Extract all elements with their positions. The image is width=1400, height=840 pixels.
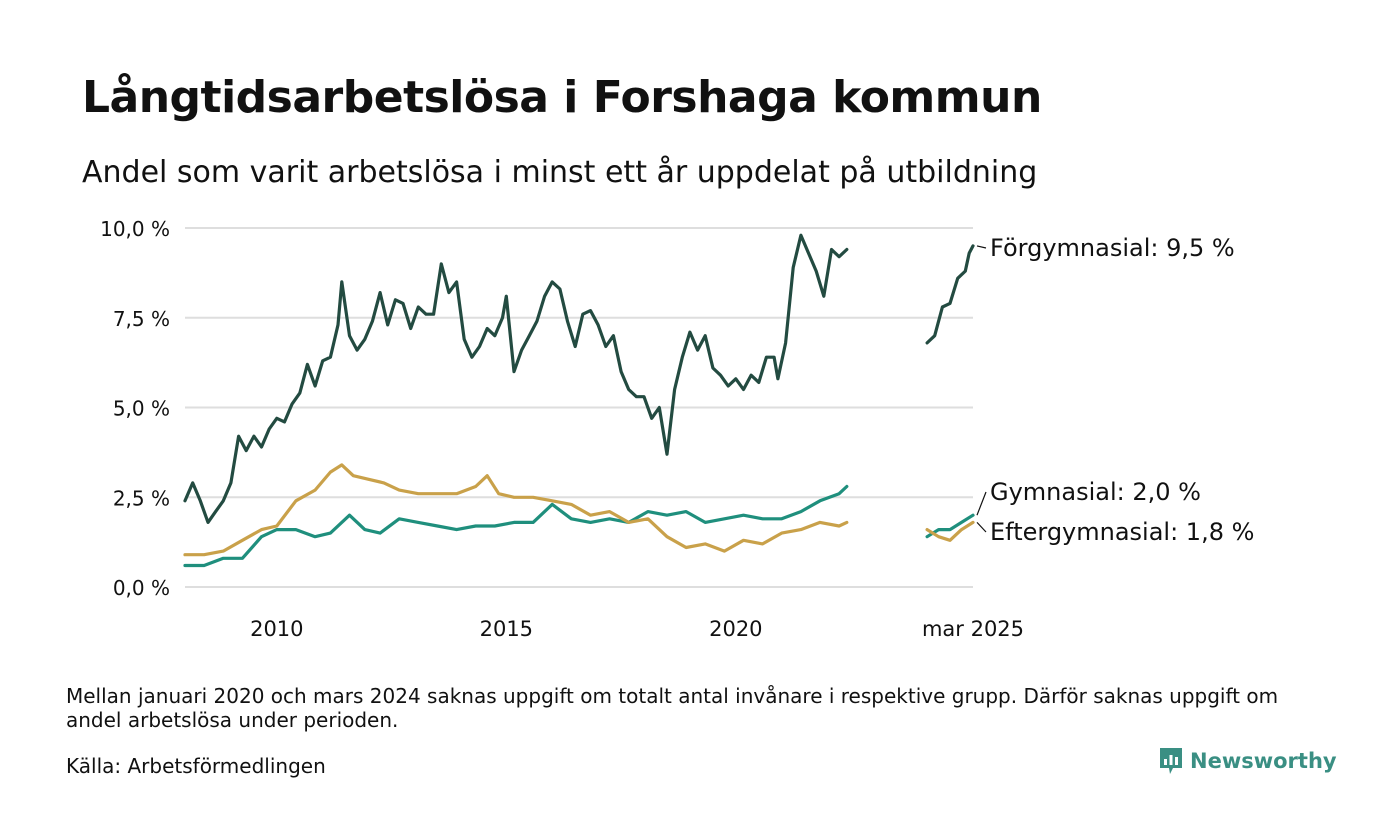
brand-name: Newsworthy xyxy=(1190,749,1337,773)
x-axis-ticks: 2010 2015 2020 mar 2025 xyxy=(250,617,1024,641)
y-tick-label: 2,5 % xyxy=(113,486,170,510)
brand-logo[interactable]: Newsworthy xyxy=(1158,746,1337,776)
page-title: Långtidsarbetslösa i Forshaga kommun xyxy=(82,72,1042,123)
series-label-eftergymnasial: Eftergymnasial: 1,8 % xyxy=(990,518,1254,546)
grid-lines xyxy=(185,227,973,588)
chart-subtitle: Andel som varit arbetslösa i minst ett å… xyxy=(82,155,1038,190)
y-tick-label: 10,0 % xyxy=(100,217,170,241)
series-lines xyxy=(183,233,975,568)
label-leader-line xyxy=(976,521,987,533)
series-line-förgymnasial xyxy=(925,244,975,345)
label-leader-line xyxy=(976,245,987,249)
series-line-eftergymnasial xyxy=(925,520,975,542)
series-line-förgymnasial xyxy=(183,233,849,524)
series-line-gymnasial xyxy=(183,484,849,568)
y-tick-label: 7,5 % xyxy=(113,307,170,331)
y-tick-label: 0,0 % xyxy=(113,576,170,600)
series-labels: Förgymnasial: 9,5 % Gymnasial: 2,0 % Efter… xyxy=(976,234,1254,546)
line-chart: 0,0 % 2,5 % 5,0 % 7,5 % 10,0 % 2010 2015 2020 m… xyxy=(100,217,1254,641)
series-line-gymnasial xyxy=(925,513,975,539)
series-label-gymnasial: Gymnasial: 2,0 % xyxy=(990,478,1201,506)
x-tick-label: 2015 xyxy=(480,617,533,641)
series-label-förgymnasial: Förgymnasial: 9,5 % xyxy=(990,234,1235,262)
x-tick-label: mar 2025 xyxy=(922,617,1024,641)
newsworthy-logo-icon xyxy=(1160,748,1182,774)
chart-note: Mellan januari 2020 och mars 2024 saknas… xyxy=(66,684,1279,732)
x-tick-label: 2020 xyxy=(709,617,762,641)
chart-source: Källa: Arbetsförmedlingen xyxy=(66,754,326,778)
y-tick-label: 5,0 % xyxy=(113,397,170,421)
y-axis-ticks: 0,0 % 2,5 % 5,0 % 7,5 % 10,0 % xyxy=(100,217,170,600)
series-line-eftergymnasial xyxy=(183,463,849,557)
x-tick-label: 2010 xyxy=(250,617,303,641)
label-leader-line xyxy=(976,491,987,516)
